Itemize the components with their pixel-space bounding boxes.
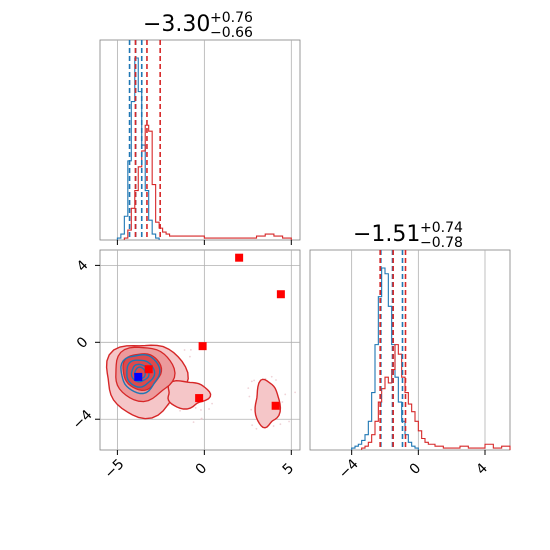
bottom-right-xtick-label: 4 — [473, 460, 491, 478]
faint-sample — [192, 421, 195, 423]
faint-sample — [248, 395, 251, 398]
top-left-frame — [99, 39, 301, 241]
faint-sample — [284, 393, 287, 396]
blue-contour-0 — [120, 353, 161, 395]
contour-layer — [105, 344, 297, 430]
top-left-hist-series-0 — [116, 57, 160, 240]
faint-sample — [179, 409, 181, 412]
red-contour-right — [254, 378, 282, 429]
faint-sample — [189, 355, 191, 358]
quantile-lines-layer — [128, 40, 407, 450]
faint-sample — [189, 349, 192, 351]
title-bottom-right: −1.51 — [353, 222, 420, 247]
blue-contour-2 — [130, 363, 150, 383]
red-square-point-1 — [276, 290, 285, 299]
red-square-point-0 — [235, 253, 244, 262]
bottom-left-ytick-label: 0 — [74, 334, 92, 352]
bottom-right-frame — [309, 249, 511, 451]
red-square-point-4 — [195, 394, 204, 403]
title-bottom-right-sub: −0.78 — [420, 235, 463, 251]
title-top-left-main: −3.30 — [143, 12, 210, 37]
blue-square-point-0 — [134, 372, 143, 381]
title-top-left-sup: +0.76 — [210, 10, 253, 26]
red-square-point-5 — [271, 401, 280, 410]
faint-sample — [294, 391, 297, 394]
faint-sample — [270, 375, 273, 378]
red-square-point-3 — [144, 365, 153, 374]
faint-sample — [281, 401, 284, 403]
title-bottom-right-sup: +0.74 — [420, 220, 463, 236]
bottom-left-ytick-label: 4 — [74, 257, 92, 275]
faint-sample — [200, 417, 203, 420]
bottom-left-frame — [99, 249, 301, 451]
top-left-hist-series-1 — [123, 124, 292, 240]
faint-sample — [200, 409, 202, 411]
faint-sample — [279, 423, 282, 426]
faint-sample — [255, 427, 258, 430]
faint-sample — [251, 424, 254, 427]
bottom-left-xtick-label: 5 — [280, 460, 298, 478]
faint-sample — [250, 380, 253, 383]
faint-sample — [194, 407, 197, 409]
faint-sample — [250, 408, 253, 411]
blue-contour-1 — [126, 359, 156, 388]
bottom-left-xtick-label: 0 — [193, 460, 211, 478]
bottom-left-xtick-label: −5 — [102, 456, 128, 482]
faint-sample — [253, 379, 256, 382]
bottom-left-ytick-label: −4 — [70, 407, 96, 433]
bottom-right-hist-series-1 — [361, 344, 511, 450]
faint-sample — [211, 402, 213, 405]
bottom-right-xtick-label: 0 — [407, 460, 425, 478]
red-square-point-2 — [198, 342, 207, 351]
faint-sample — [247, 387, 250, 390]
faint-sample — [208, 408, 210, 410]
points-layer — [134, 253, 285, 410]
faint-sample — [183, 349, 186, 351]
title-bottom-right-main: −1.51 — [353, 222, 420, 247]
faint-sample — [272, 425, 275, 427]
bottom-right-xtick-label: −4 — [336, 456, 362, 482]
faint-sample — [275, 379, 277, 381]
title-top-left: −3.30 — [143, 12, 210, 37]
bottom-right-hist-series-0 — [351, 267, 419, 450]
title-top-left-sub: −0.66 — [210, 25, 253, 41]
faint-sample — [288, 420, 290, 423]
